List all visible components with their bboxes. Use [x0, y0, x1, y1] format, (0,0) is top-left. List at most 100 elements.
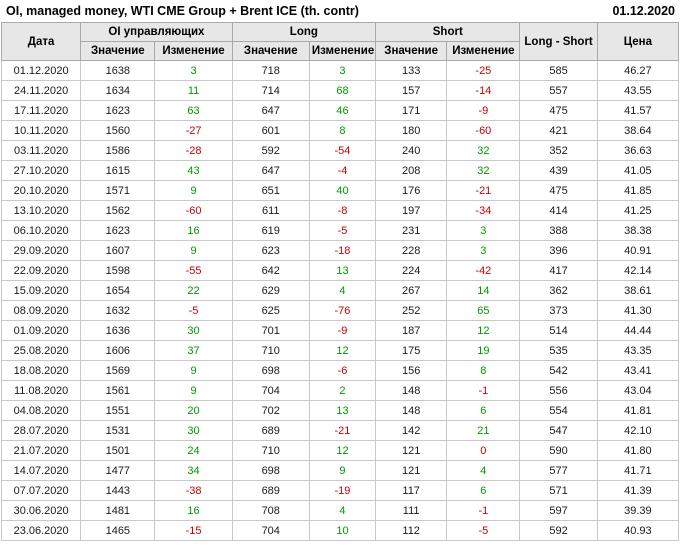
long-value-cell: 629 [231, 280, 310, 301]
long-value-cell: 651 [231, 180, 310, 201]
table-row: 17.11.2020 1623 63 647 46 171 -9 475 41.57 [0, 100, 680, 121]
table-row: 21.07.2020 1501 24 710 12 121 0 590 41.80 [0, 440, 680, 461]
oi-change-cell: 37 [154, 340, 233, 361]
date-cell: 17.11.2020 [0, 100, 82, 121]
short-change-cell: 21 [446, 420, 521, 441]
short-value-cell: 112 [375, 520, 448, 541]
long-value-cell: 718 [231, 60, 310, 81]
table-row: 10.11.2020 1560 -27 601 8 180 -60 421 38.64 [0, 120, 680, 141]
col-header-price: Цена [596, 22, 680, 61]
oi-change-cell: 43 [154, 160, 233, 181]
oi-value-cell: 1606 [80, 340, 156, 361]
oi-change-cell: -38 [154, 480, 233, 501]
short-change-cell: -60 [446, 120, 521, 141]
short-value-cell: 231 [375, 220, 448, 241]
long-short-cell: 396 [519, 240, 598, 261]
long-value-cell: 689 [231, 420, 310, 441]
date-cell: 21.07.2020 [0, 440, 82, 461]
table-row: 18.08.2020 1569 9 698 -6 156 8 542 43.41 [0, 360, 680, 381]
long-change-cell: 3 [308, 60, 377, 81]
oi-change-cell: 30 [154, 420, 233, 441]
short-change-cell: 3 [446, 220, 521, 241]
oi-value-cell: 1634 [80, 80, 156, 101]
short-change-cell: 4 [446, 460, 521, 481]
short-value-cell: 180 [375, 120, 448, 141]
date-cell: 01.09.2020 [0, 320, 82, 341]
col-header-short-change: Изменение [446, 41, 521, 61]
date-cell: 15.09.2020 [0, 280, 82, 301]
long-change-cell: -19 [308, 480, 377, 501]
table-row: 28.07.2020 1531 30 689 -21 142 21 547 42.10 [0, 420, 680, 441]
long-value-cell: 702 [231, 400, 310, 421]
long-change-cell: 46 [308, 100, 377, 121]
table-row: 14.07.2020 1477 34 698 9 121 4 577 41.71 [0, 460, 680, 481]
price-cell: 41.85 [596, 180, 680, 201]
oi-value-cell: 1636 [80, 320, 156, 341]
long-short-cell: 421 [519, 120, 598, 141]
short-value-cell: 175 [375, 340, 448, 361]
short-change-cell: -14 [446, 80, 521, 101]
date-cell: 20.10.2020 [0, 180, 82, 201]
long-change-cell: 4 [308, 280, 377, 301]
short-value-cell: 117 [375, 480, 448, 501]
short-change-cell: -1 [446, 380, 521, 401]
long-change-cell: 68 [308, 80, 377, 101]
oi-value-cell: 1571 [80, 180, 156, 201]
short-change-cell: 65 [446, 300, 521, 321]
long-value-cell: 625 [231, 300, 310, 321]
price-cell: 41.71 [596, 460, 680, 481]
price-cell: 43.41 [596, 360, 680, 381]
oi-value-cell: 1615 [80, 160, 156, 181]
long-short-cell: 547 [519, 420, 598, 441]
table-row: 25.08.2020 1606 37 710 12 175 19 535 43.35 [0, 340, 680, 361]
date-cell: 25.08.2020 [0, 340, 82, 361]
short-value-cell: 156 [375, 360, 448, 381]
long-value-cell: 601 [231, 120, 310, 141]
oi-change-cell: 9 [154, 380, 233, 401]
table-row: 20.10.2020 1571 9 651 40 176 -21 475 41.85 [0, 180, 680, 201]
long-short-cell: 571 [519, 480, 598, 501]
long-change-cell: 12 [308, 440, 377, 461]
short-value-cell: 187 [375, 320, 448, 341]
title-bar: OI, managed money, WTI CME Group + Brent… [0, 0, 680, 22]
oi-change-cell: -55 [154, 260, 233, 281]
long-change-cell: -54 [308, 140, 377, 161]
long-short-cell: 557 [519, 80, 598, 101]
oi-change-cell: -27 [154, 120, 233, 141]
col-group-short: Short [375, 22, 521, 42]
col-header-date: Дата [0, 22, 82, 61]
oi-value-cell: 1562 [80, 200, 156, 221]
short-change-cell: 32 [446, 140, 521, 161]
date-cell: 23.06.2020 [0, 520, 82, 541]
long-change-cell: -8 [308, 200, 377, 221]
oi-change-cell: 22 [154, 280, 233, 301]
oi-change-cell: 34 [154, 460, 233, 481]
long-value-cell: 698 [231, 460, 310, 481]
oi-value-cell: 1607 [80, 240, 156, 261]
short-value-cell: 133 [375, 60, 448, 81]
long-change-cell: -21 [308, 420, 377, 441]
short-change-cell: 6 [446, 480, 521, 501]
table-row: 29.09.2020 1607 9 623 -18 228 3 396 40.91 [0, 240, 680, 261]
table-body: 01.12.2020 1638 3 718 3 133 -25 585 46.27 24.11.2… [0, 60, 680, 541]
short-change-cell: 32 [446, 160, 521, 181]
long-value-cell: 710 [231, 440, 310, 461]
table-row: 07.07.2020 1443 -38 689 -19 117 6 571 41.39 [0, 480, 680, 501]
long-value-cell: 710 [231, 340, 310, 361]
oi-value-cell: 1551 [80, 400, 156, 421]
long-value-cell: 714 [231, 80, 310, 101]
oi-change-cell: 3 [154, 60, 233, 81]
short-change-cell: -25 [446, 60, 521, 81]
table-row: 27.10.2020 1615 43 647 -4 208 32 439 41.05 [0, 160, 680, 181]
short-value-cell: 142 [375, 420, 448, 441]
col-header-long-value: Значение [231, 41, 310, 61]
price-cell: 42.10 [596, 420, 680, 441]
oi-change-cell: -15 [154, 520, 233, 541]
short-value-cell: 148 [375, 380, 448, 401]
short-value-cell: 176 [375, 180, 448, 201]
oi-change-cell: -5 [154, 300, 233, 321]
long-change-cell: 4 [308, 500, 377, 521]
price-cell: 41.25 [596, 200, 680, 221]
date-cell: 06.10.2020 [0, 220, 82, 241]
col-group-long: Long [231, 22, 377, 42]
